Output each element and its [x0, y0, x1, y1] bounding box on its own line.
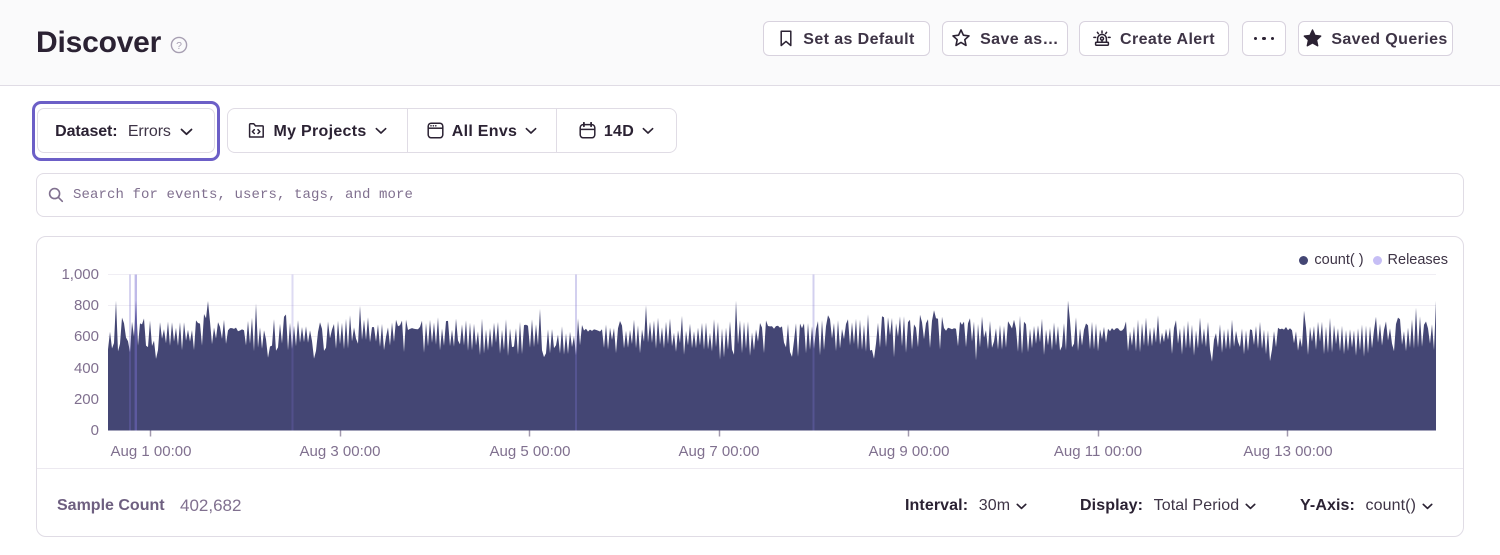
svg-text:?: ? [176, 40, 182, 52]
